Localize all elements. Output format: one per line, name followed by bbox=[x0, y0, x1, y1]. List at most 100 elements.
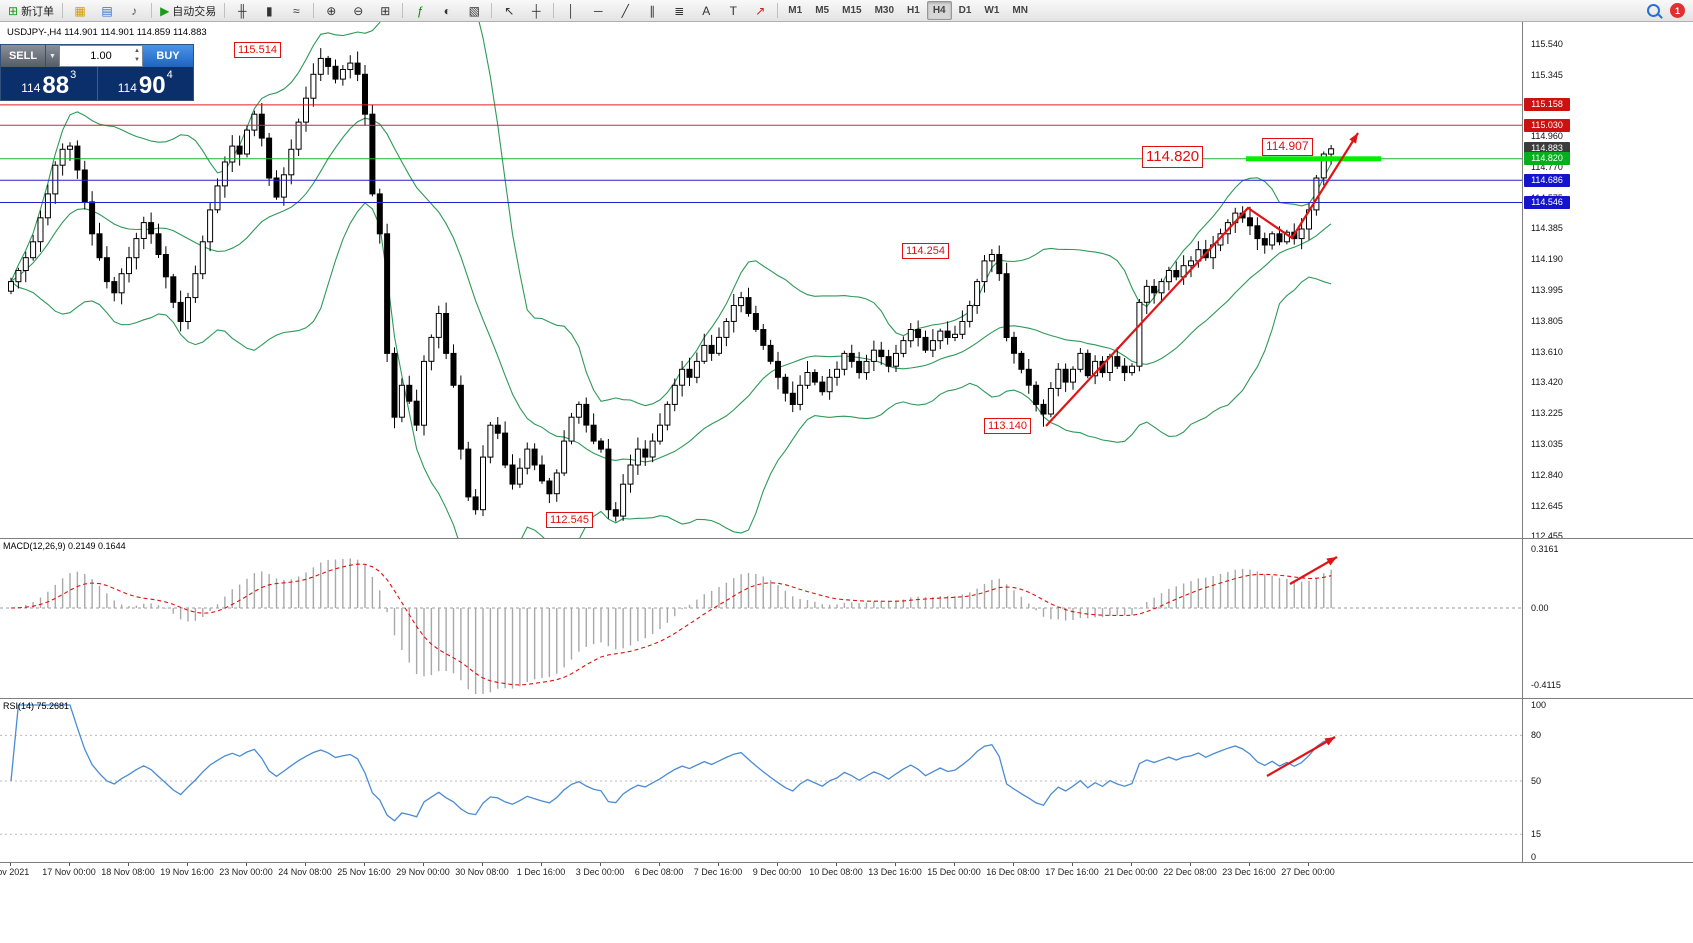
text-icon[interactable]: A bbox=[693, 1, 719, 21]
cursor-icon: ↖ bbox=[504, 3, 515, 18]
toolbar-separator bbox=[777, 3, 779, 18]
channel-icon[interactable]: ∥ bbox=[639, 1, 665, 21]
time-axis-tick bbox=[954, 863, 955, 866]
auto-trading-button[interactable]: ▶ 自动交易 bbox=[156, 1, 220, 21]
timeframe-button-h1[interactable]: H1 bbox=[907, 5, 920, 16]
period-icon: ◐ bbox=[443, 3, 451, 18]
candlestick-icon[interactable]: ▮ bbox=[256, 1, 282, 21]
trend-arrow[interactable] bbox=[1045, 132, 1359, 427]
line-chart-icon[interactable]: ≈ bbox=[283, 1, 309, 21]
time-axis-tick bbox=[305, 863, 306, 866]
price-axis-label: 115.540 bbox=[1531, 39, 1563, 49]
line-chart-icon: ≈ bbox=[293, 3, 300, 18]
panel-separator[interactable] bbox=[0, 698, 1693, 699]
new-order-label: 新订单 bbox=[21, 5, 55, 18]
zoom-in-icon[interactable]: ⊕ bbox=[318, 1, 344, 21]
cursor-icon[interactable]: ↖ bbox=[496, 1, 522, 21]
rsi-chart bbox=[0, 704, 1522, 835]
timeframe-button-w1[interactable]: W1 bbox=[984, 5, 1000, 16]
timeframe-button-mn[interactable]: MN bbox=[1012, 5, 1028, 16]
market-watch-icon[interactable]: ▤ bbox=[94, 1, 120, 21]
macd-panel: MACD(12,26,9) 0.2149 0.1644 bbox=[0, 539, 1522, 698]
price-axis-label: 113.610 bbox=[1531, 347, 1563, 357]
price-annotation[interactable]: 112.545 bbox=[546, 512, 593, 529]
vertical-line-icon: │ bbox=[567, 3, 576, 18]
notification-badge[interactable]: 1 bbox=[1670, 3, 1685, 18]
time-axis-label: 10 Dec 08:00 bbox=[809, 867, 863, 877]
buy-button[interactable]: BUY bbox=[143, 45, 193, 67]
fibonacci-icon: ≣ bbox=[674, 3, 685, 18]
macd-trend-arrow[interactable] bbox=[1289, 556, 1338, 585]
price-scale: 115.540115.345115.150114.960114.770114.5… bbox=[1523, 0, 1693, 943]
timeframe-button-m30[interactable]: M30 bbox=[874, 5, 895, 16]
crosshair-icon: ┼ bbox=[532, 3, 541, 18]
support-highlight-band[interactable] bbox=[1246, 156, 1381, 162]
bar-chart-icon[interactable]: ╫ bbox=[229, 1, 255, 21]
template-icon[interactable]: ▧ bbox=[461, 1, 487, 21]
sell-options-caret[interactable]: ▼ bbox=[45, 45, 59, 67]
timeframe-button-m15[interactable]: M15 bbox=[842, 5, 862, 16]
sound-icon[interactable]: ♪ bbox=[121, 1, 147, 21]
tile-windows-icon[interactable]: ⊞ bbox=[372, 1, 398, 21]
charts-icon[interactable]: ▦ bbox=[67, 1, 93, 21]
label-icon[interactable]: T bbox=[720, 1, 746, 21]
price-annotation[interactable]: 114.254 bbox=[902, 243, 949, 260]
zoom-out-icon[interactable]: ⊖ bbox=[345, 1, 371, 21]
new-order-icon: ⊞ bbox=[8, 3, 19, 18]
time-axis-label: 1 Dec 16:00 bbox=[516, 867, 566, 877]
search-icon[interactable] bbox=[1647, 4, 1660, 17]
time-axis-label: 6 Dec 08:00 bbox=[634, 867, 684, 877]
price-tag: 114.883 bbox=[1524, 142, 1570, 155]
ask-price[interactable]: 114 90 4 bbox=[96, 67, 194, 100]
time-axis: Nov 2021 17 Nov 00:00 18 Nov 08:00 19 Nov 1… bbox=[0, 863, 1522, 878]
price-annotation[interactable]: 114.820 bbox=[1142, 146, 1204, 168]
volume-input[interactable]: 1.00 ▲ ▼ bbox=[59, 45, 143, 67]
toolbar-separator bbox=[402, 3, 404, 18]
period-icon[interactable]: ◐ bbox=[434, 1, 460, 21]
new-order-button[interactable]: ⊞ 新订单 bbox=[4, 1, 58, 21]
sell-button[interactable]: SELL bbox=[1, 45, 45, 67]
panel-separator[interactable] bbox=[0, 538, 1693, 539]
indicators-icon[interactable]: ƒ bbox=[407, 1, 433, 21]
time-axis-label: 21 Dec 00:00 bbox=[1104, 867, 1158, 877]
timeframe-button-m1[interactable]: M1 bbox=[788, 5, 803, 16]
time-axis-tick bbox=[1249, 863, 1250, 866]
price-annotation[interactable]: 115.514 bbox=[234, 42, 281, 59]
trendline-icon[interactable]: ╱ bbox=[612, 1, 638, 21]
price-axis-label: 114.960 bbox=[1531, 131, 1563, 141]
horizontal-line-icon: ─ bbox=[594, 3, 603, 18]
toolbar-separator bbox=[62, 3, 64, 18]
market-watch-icon: ▤ bbox=[101, 3, 113, 18]
time-axis-label: 25 Nov 16:00 bbox=[337, 867, 391, 877]
time-axis-tick bbox=[718, 863, 719, 866]
bid-price[interactable]: 114 88 3 bbox=[1, 67, 97, 100]
time-axis-tick bbox=[482, 863, 483, 866]
price-chart bbox=[0, 22, 1522, 538]
time-axis-tick bbox=[1072, 863, 1073, 866]
price-axis-label: 113.225 bbox=[1531, 408, 1563, 418]
time-axis-tick bbox=[895, 863, 896, 866]
price-annotation[interactable]: 113.140 bbox=[984, 418, 1031, 435]
price-annotation[interactable]: 114.907 bbox=[1262, 138, 1313, 156]
timeframe-button-h4[interactable]: H4 bbox=[926, 1, 952, 20]
timeframe-button-d1[interactable]: D1 bbox=[958, 5, 972, 16]
arrows-icon[interactable]: ↗ bbox=[747, 1, 773, 21]
indicators-icon: ƒ bbox=[416, 3, 424, 18]
timeframe-button-m5[interactable]: M5 bbox=[815, 5, 830, 16]
rsi-axis-label: 15 bbox=[1531, 829, 1542, 839]
label-icon: T bbox=[729, 3, 737, 18]
volume-stepper[interactable]: ▲ ▼ bbox=[134, 48, 140, 63]
time-axis-tick bbox=[836, 863, 837, 866]
time-axis-tick bbox=[364, 863, 365, 866]
fibonacci-icon[interactable]: ≣ bbox=[666, 1, 692, 21]
horizontal-line-icon[interactable]: ─ bbox=[585, 1, 611, 21]
time-axis-label: 29 Nov 00:00 bbox=[396, 867, 450, 877]
vertical-line-icon[interactable]: │ bbox=[558, 1, 584, 21]
rsi-trend-arrow[interactable] bbox=[1266, 736, 1336, 777]
price-axis-label: 112.840 bbox=[1531, 470, 1563, 480]
time-axis-tick bbox=[69, 863, 70, 866]
arrows-icon: ↗ bbox=[755, 3, 766, 18]
horizontal-lines[interactable] bbox=[0, 104, 1522, 203]
bar-chart-icon: ╫ bbox=[238, 3, 247, 18]
crosshair-icon[interactable]: ┼ bbox=[523, 1, 549, 21]
